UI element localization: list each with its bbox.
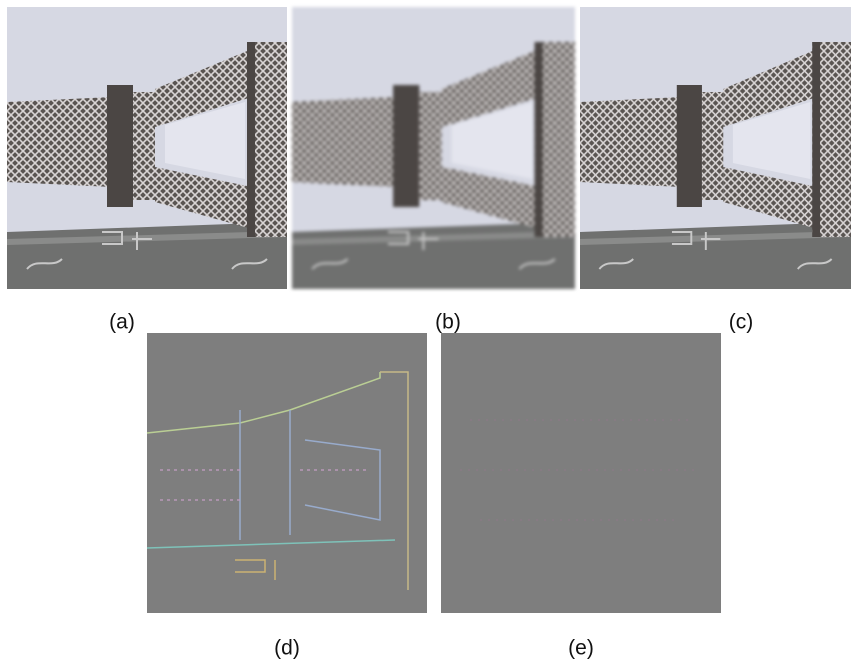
panel-label: (e) — [568, 637, 594, 660]
panel-label: (b) — [435, 311, 461, 334]
figure: (a) (b) (c) (d) (e) — [0, 0, 851, 663]
panel-e-image — [441, 333, 721, 613]
panel-label: (a) — [109, 311, 135, 334]
panel-c-image — [580, 7, 851, 289]
panel-label: (c) — [729, 311, 754, 334]
panel-label: (d) — [274, 637, 300, 660]
panel-b-image — [292, 7, 575, 289]
page: (a) (b) (c) (d) (e) (() => { const data … — [0, 0, 851, 663]
panel-a-image — [7, 7, 287, 289]
panel-d-image — [147, 333, 427, 613]
